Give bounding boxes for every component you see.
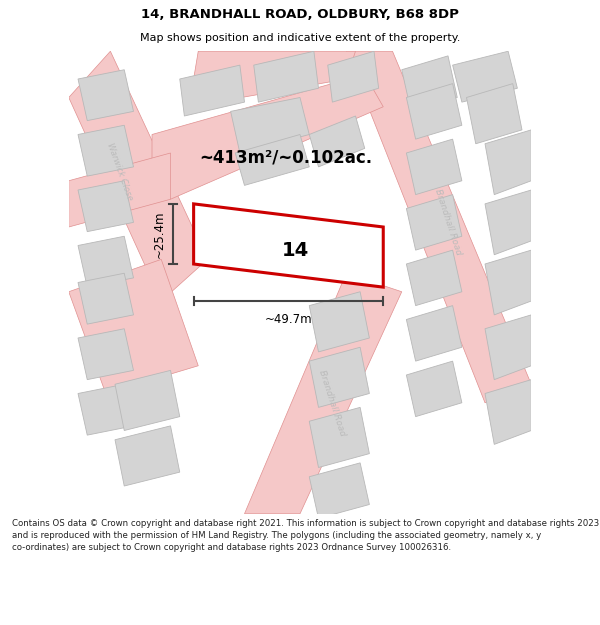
Text: Map shows position and indicative extent of the property.: Map shows position and indicative extent… — [140, 33, 460, 44]
Polygon shape — [69, 259, 198, 394]
Polygon shape — [402, 56, 457, 111]
Polygon shape — [180, 65, 245, 116]
Text: ~413m²/~0.102ac.: ~413m²/~0.102ac. — [200, 149, 373, 167]
Polygon shape — [78, 181, 133, 232]
Polygon shape — [452, 51, 517, 102]
Polygon shape — [78, 236, 133, 287]
Polygon shape — [406, 250, 462, 306]
Polygon shape — [69, 153, 170, 227]
Text: Contains OS data © Crown copyright and database right 2021. This information is : Contains OS data © Crown copyright and d… — [12, 519, 599, 552]
Polygon shape — [115, 426, 180, 486]
Text: Brandhall Road: Brandhall Road — [317, 369, 347, 437]
Polygon shape — [230, 98, 309, 153]
Polygon shape — [467, 84, 522, 144]
Polygon shape — [309, 292, 370, 352]
Polygon shape — [78, 329, 133, 379]
Polygon shape — [309, 348, 370, 408]
Polygon shape — [78, 384, 133, 435]
Polygon shape — [309, 408, 370, 468]
Polygon shape — [115, 371, 180, 431]
Text: 14: 14 — [282, 241, 309, 259]
Polygon shape — [235, 134, 309, 186]
Polygon shape — [346, 51, 531, 403]
Polygon shape — [485, 250, 531, 315]
Polygon shape — [254, 51, 319, 102]
Polygon shape — [406, 306, 462, 361]
Polygon shape — [406, 361, 462, 417]
Polygon shape — [406, 139, 462, 194]
Polygon shape — [78, 70, 133, 121]
Polygon shape — [328, 51, 379, 102]
Polygon shape — [194, 204, 383, 287]
Polygon shape — [78, 273, 133, 324]
Polygon shape — [245, 273, 402, 514]
Polygon shape — [485, 379, 531, 444]
Polygon shape — [406, 84, 462, 139]
Text: ~49.7m: ~49.7m — [265, 312, 312, 326]
Polygon shape — [309, 463, 370, 518]
Polygon shape — [485, 130, 531, 194]
Text: ~25.4m: ~25.4m — [153, 210, 166, 258]
Polygon shape — [189, 51, 355, 107]
Polygon shape — [69, 51, 208, 301]
Polygon shape — [309, 116, 365, 167]
Polygon shape — [406, 194, 462, 250]
Text: Brandhall Road: Brandhall Road — [433, 188, 463, 257]
Polygon shape — [485, 190, 531, 255]
Polygon shape — [78, 125, 133, 176]
Text: Warwick Close: Warwick Close — [105, 141, 134, 201]
Polygon shape — [485, 315, 531, 379]
Text: 14, BRANDHALL ROAD, OLDBURY, B68 8DP: 14, BRANDHALL ROAD, OLDBURY, B68 8DP — [141, 8, 459, 21]
Polygon shape — [152, 74, 383, 199]
